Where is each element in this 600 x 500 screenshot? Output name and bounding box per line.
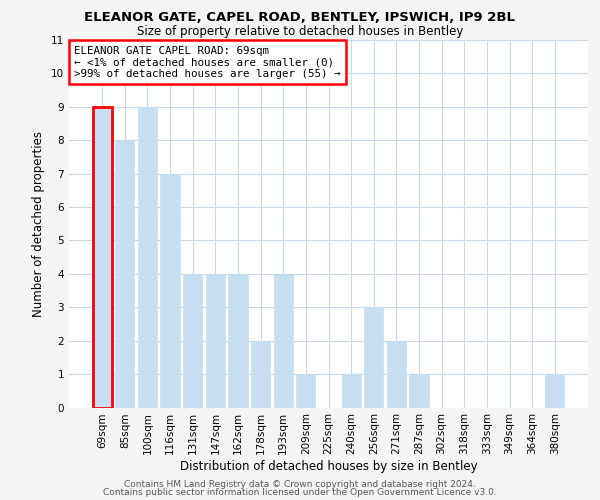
- Bar: [138, 107, 157, 408]
- Text: ELEANOR GATE, CAPEL ROAD, BENTLEY, IPSWICH, IP9 2BL: ELEANOR GATE, CAPEL ROAD, BENTLEY, IPSWI…: [85, 11, 515, 24]
- X-axis label: Distribution of detached houses by size in Bentley: Distribution of detached houses by size …: [179, 460, 478, 473]
- Bar: [387, 340, 406, 407]
- Bar: [229, 274, 248, 407]
- Bar: [364, 308, 383, 408]
- Bar: [251, 340, 270, 407]
- Bar: [206, 274, 225, 407]
- Text: Contains public sector information licensed under the Open Government Licence v3: Contains public sector information licen…: [103, 488, 497, 497]
- Bar: [115, 140, 134, 407]
- Text: ELEANOR GATE CAPEL ROAD: 69sqm
← <1% of detached houses are smaller (0)
>99% of : ELEANOR GATE CAPEL ROAD: 69sqm ← <1% of …: [74, 46, 341, 78]
- Bar: [160, 174, 180, 408]
- Text: Contains HM Land Registry data © Crown copyright and database right 2024.: Contains HM Land Registry data © Crown c…: [124, 480, 476, 489]
- Bar: [409, 374, 428, 408]
- Bar: [545, 374, 565, 408]
- Bar: [296, 374, 316, 408]
- Bar: [341, 374, 361, 408]
- Y-axis label: Number of detached properties: Number of detached properties: [32, 130, 46, 317]
- Bar: [92, 107, 112, 408]
- Text: Size of property relative to detached houses in Bentley: Size of property relative to detached ho…: [137, 25, 463, 38]
- Bar: [183, 274, 202, 407]
- Bar: [274, 274, 293, 407]
